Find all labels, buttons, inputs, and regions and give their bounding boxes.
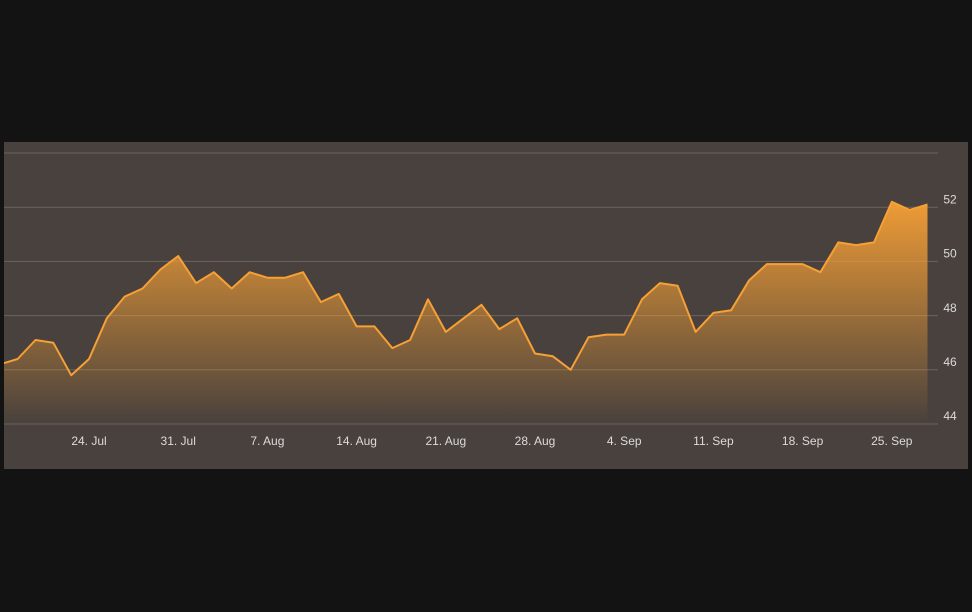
x-tick-label: 24. Jul — [71, 434, 106, 448]
plot-area — [4, 200, 938, 425]
x-tick-label: 28. Aug — [515, 434, 556, 448]
y-tick-label: 46 — [943, 355, 957, 369]
x-tick-label: 18. Sep — [782, 434, 824, 448]
x-tick-label: 14. Aug — [336, 434, 377, 448]
y-tick-label: 48 — [943, 301, 957, 315]
y-tick-label: 44 — [943, 409, 957, 423]
y-tick-label: 50 — [943, 247, 957, 261]
x-tick-label: 11. Sep — [693, 434, 734, 448]
x-tick-label: 31. Jul — [161, 434, 196, 448]
x-tick-label: 21. Aug — [425, 434, 466, 448]
x-tick-label: 25. Sep — [871, 434, 913, 448]
area-fill — [4, 201, 928, 424]
x-tick-label: 7. Aug — [250, 434, 284, 448]
area-line — [4, 200, 928, 377]
y-tick-label: 52 — [943, 192, 957, 206]
x-tick-label: 4. Sep — [607, 434, 642, 448]
